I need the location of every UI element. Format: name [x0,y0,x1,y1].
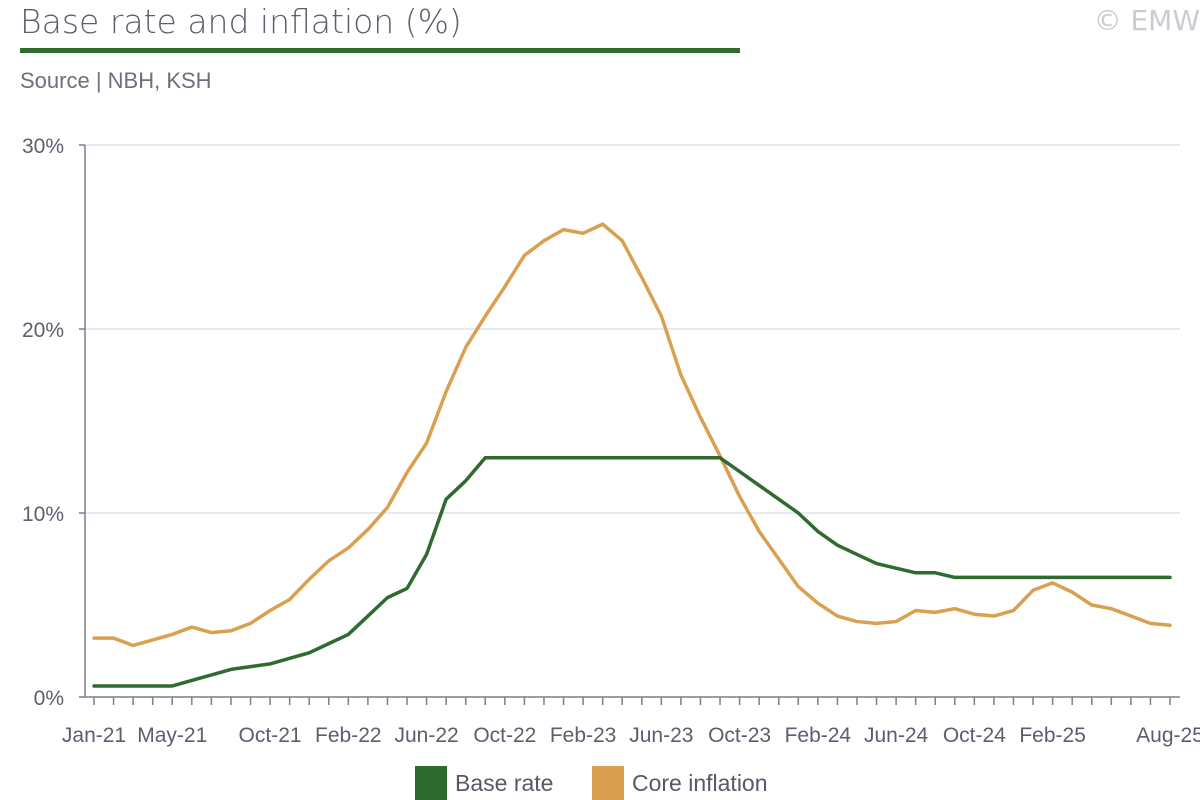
x-tick-label: Feb-25 [1019,724,1086,747]
x-tick-label: Jun-22 [394,724,458,747]
x-tick-label: Oct-24 [943,724,1006,747]
y-tick-label: 30% [22,135,64,158]
y-tick-label: 20% [22,319,64,342]
legend-swatch-base-rate [415,766,447,800]
legend-label-base-rate: Base rate [455,769,554,796]
copyright-watermark: © EMW [1093,4,1200,37]
x-tick-label: Feb-24 [785,724,852,747]
chart-title: Base rate and inflation (%) [20,2,462,41]
x-tick-label: Jun-23 [629,724,693,747]
x-tick-label: Feb-22 [315,724,382,747]
y-tick-label: 0% [34,687,64,710]
x-tick-label: May-21 [137,724,207,747]
legend-swatch-core-inflation [592,766,624,800]
x-tick-label: Oct-22 [473,724,536,747]
y-tick-label: 10% [22,503,64,526]
x-tick-label: Jan-21 [62,724,126,747]
series-line-core-inflation [92,222,1172,648]
x-tick-label: Oct-23 [708,724,771,747]
legend-item-base-rate: Base rate [415,766,553,800]
x-tick-label: Oct-21 [239,724,302,747]
x-tick-label: Aug-25 [1136,724,1200,747]
chart-legend: Base rate Core inflation [0,766,1200,800]
source-note: Source | NBH, KSH [20,68,212,93]
legend-label-core-inflation: Core inflation [632,769,768,796]
legend-item-core-inflation: Core inflation [592,766,768,800]
title-underline [20,48,740,53]
x-tick-label: Feb-23 [550,724,617,747]
x-tick-label: Jun-24 [864,724,929,747]
series-line-base-rate [92,456,1172,688]
